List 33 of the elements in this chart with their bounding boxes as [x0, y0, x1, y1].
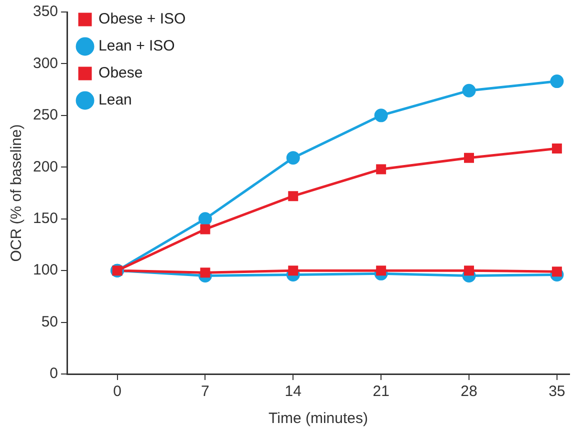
- x-tick-label: 35: [548, 383, 566, 400]
- y-tick-label: 150: [32, 210, 58, 227]
- x-tick-label: 0: [113, 383, 122, 400]
- y-tick-label: 50: [41, 313, 58, 330]
- y-tick-label: 300: [32, 54, 58, 72]
- y-tick-label: 100: [32, 262, 58, 279]
- legend-label: Obese + ISO: [98, 10, 186, 28]
- point: [550, 74, 564, 88]
- x-tick-label: 21: [372, 383, 390, 400]
- y-tick-label: 350: [32, 3, 58, 20]
- x-tick-label: 28: [460, 383, 478, 400]
- point: [288, 191, 298, 202]
- point: [462, 84, 476, 98]
- point: [552, 144, 562, 154]
- legend-label: Lean: [98, 92, 132, 109]
- x-axis-title: Time (minutes): [268, 410, 368, 428]
- point: [374, 108, 388, 122]
- x-tick-label: 14: [284, 383, 302, 400]
- point: [200, 224, 210, 234]
- y-tick-label: 0: [50, 365, 58, 382]
- point: [376, 164, 386, 174]
- legend-label: Lean + ISO: [98, 38, 175, 55]
- x-tick-label: 7: [201, 383, 210, 400]
- y-tick-label: 200: [32, 158, 58, 176]
- point: [464, 152, 474, 163]
- point: [286, 151, 300, 165]
- y-tick-label: 250: [32, 106, 58, 124]
- legend-label: Obese: [98, 64, 143, 82]
- y-axis-title: OCR (% of baseline): [8, 124, 26, 262]
- point: [288, 266, 298, 276]
- point: [464, 266, 474, 276]
- point: [200, 268, 210, 278]
- point: [198, 212, 212, 226]
